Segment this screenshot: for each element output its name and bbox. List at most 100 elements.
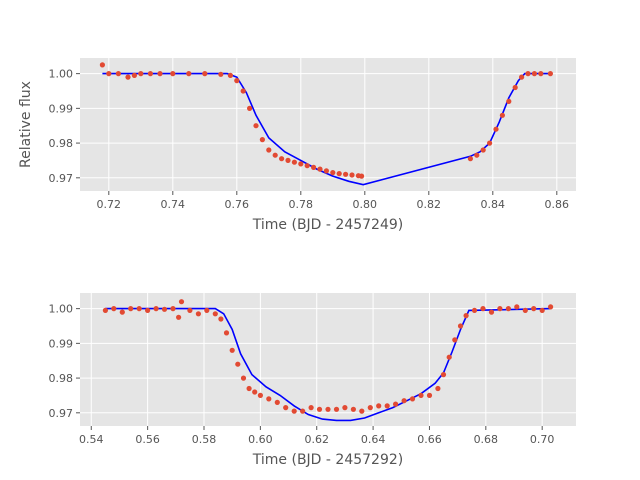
data-point (446, 354, 452, 360)
data-point (234, 78, 240, 84)
data-point (435, 385, 441, 392)
x-tick-label: 0.72 (97, 198, 122, 211)
chart-panel-2: 0.97 0.98 0.99 1.00 0.54 0.56 0.58 0.60 0.62 0.64… (49, 293, 576, 468)
data-point (393, 401, 399, 407)
data-point (202, 71, 208, 77)
x-tick-label: 0.56 (135, 433, 160, 446)
data-point (471, 307, 478, 313)
data-point (300, 408, 306, 414)
x-tick-label: 0.54 (79, 433, 104, 446)
x-tick-label: 0.62 (304, 433, 329, 446)
data-point (176, 314, 182, 320)
data-point (548, 304, 554, 310)
data-point (304, 163, 310, 169)
data-point (330, 170, 336, 176)
data-point (119, 309, 125, 315)
x-tick-label: 0.68 (474, 433, 499, 446)
data-point (505, 306, 511, 312)
data-point (227, 72, 233, 78)
data-point (547, 71, 554, 77)
data-point (266, 396, 272, 402)
data-point (452, 337, 458, 343)
data-point (298, 161, 304, 167)
data-point (223, 330, 230, 336)
data-point (343, 171, 349, 177)
y-tick-label: 1.00 (49, 303, 74, 316)
y-tick-label: 0.98 (49, 372, 74, 385)
data-point (274, 399, 280, 405)
data-point (240, 375, 247, 381)
data-point (259, 137, 265, 143)
data-point (519, 74, 525, 80)
x-tick-label: 0.86 (545, 198, 570, 211)
data-point (426, 392, 433, 398)
data-point (487, 140, 493, 146)
data-point (323, 168, 329, 174)
data-point (367, 405, 373, 411)
chart-panel-1: 0.97 0.98 0.99 1.00 0.72 0.74 0.76 0.78 0.80 0.82… (18, 58, 576, 233)
y-tick-label: 0.97 (49, 172, 74, 185)
data-point (440, 372, 447, 378)
x-axis-label: Time (BJD - 2457292) (252, 452, 403, 468)
data-point (106, 71, 112, 77)
x-tick-label: 0.76 (225, 198, 250, 211)
data-point (317, 166, 323, 172)
data-point (480, 147, 486, 153)
data-point (128, 306, 134, 312)
data-point (218, 71, 224, 77)
y-tick-label: 0.99 (49, 102, 74, 115)
x-tick-label: 0.60 (248, 433, 273, 446)
data-point (409, 396, 416, 402)
y-tick-label: 0.99 (49, 337, 74, 350)
model-line (105, 307, 551, 422)
data-point (212, 311, 218, 317)
data-point (349, 172, 355, 178)
y-axis-label: Relative flux (18, 81, 34, 168)
data-point (499, 112, 505, 118)
data-point (539, 307, 545, 313)
data-point (506, 98, 512, 104)
data-point (102, 307, 108, 313)
data-point (272, 152, 278, 158)
y-tick-label: 0.98 (49, 137, 74, 150)
x-tick-label: 0.74 (161, 198, 186, 211)
data-point (497, 306, 503, 312)
data-point (359, 408, 365, 414)
data-point (138, 71, 144, 77)
data-point (474, 152, 480, 158)
data-point (186, 71, 192, 77)
data-point (467, 156, 473, 162)
x-tick-label: 0.84 (481, 198, 506, 211)
data-point (266, 147, 272, 153)
data-point (204, 307, 210, 313)
data-point (161, 306, 168, 312)
data-point (333, 406, 340, 412)
data-point (488, 309, 495, 315)
data-point (157, 71, 163, 77)
data-point (153, 306, 159, 312)
x-tick-label: 0.82 (417, 198, 442, 211)
data-point (111, 306, 117, 312)
data-point (187, 307, 193, 313)
data-point (240, 88, 246, 94)
x-tick-label: 0.64 (361, 433, 386, 446)
data-point (99, 62, 105, 68)
data-point (291, 408, 297, 414)
data-point (252, 389, 258, 395)
data-point (257, 392, 263, 398)
plot-background (80, 293, 576, 426)
data-point (253, 123, 259, 129)
x-axis-label: Time (BJD - 2457249) (252, 217, 403, 233)
data-point (514, 304, 520, 310)
data-point (235, 361, 241, 367)
data-point (538, 71, 544, 77)
data-point (308, 405, 314, 411)
data-point (136, 306, 142, 312)
data-point (342, 405, 348, 411)
data-point (531, 306, 537, 312)
data-point (336, 171, 342, 177)
data-point (170, 306, 176, 312)
data-point (384, 403, 390, 409)
data-point (493, 126, 499, 132)
